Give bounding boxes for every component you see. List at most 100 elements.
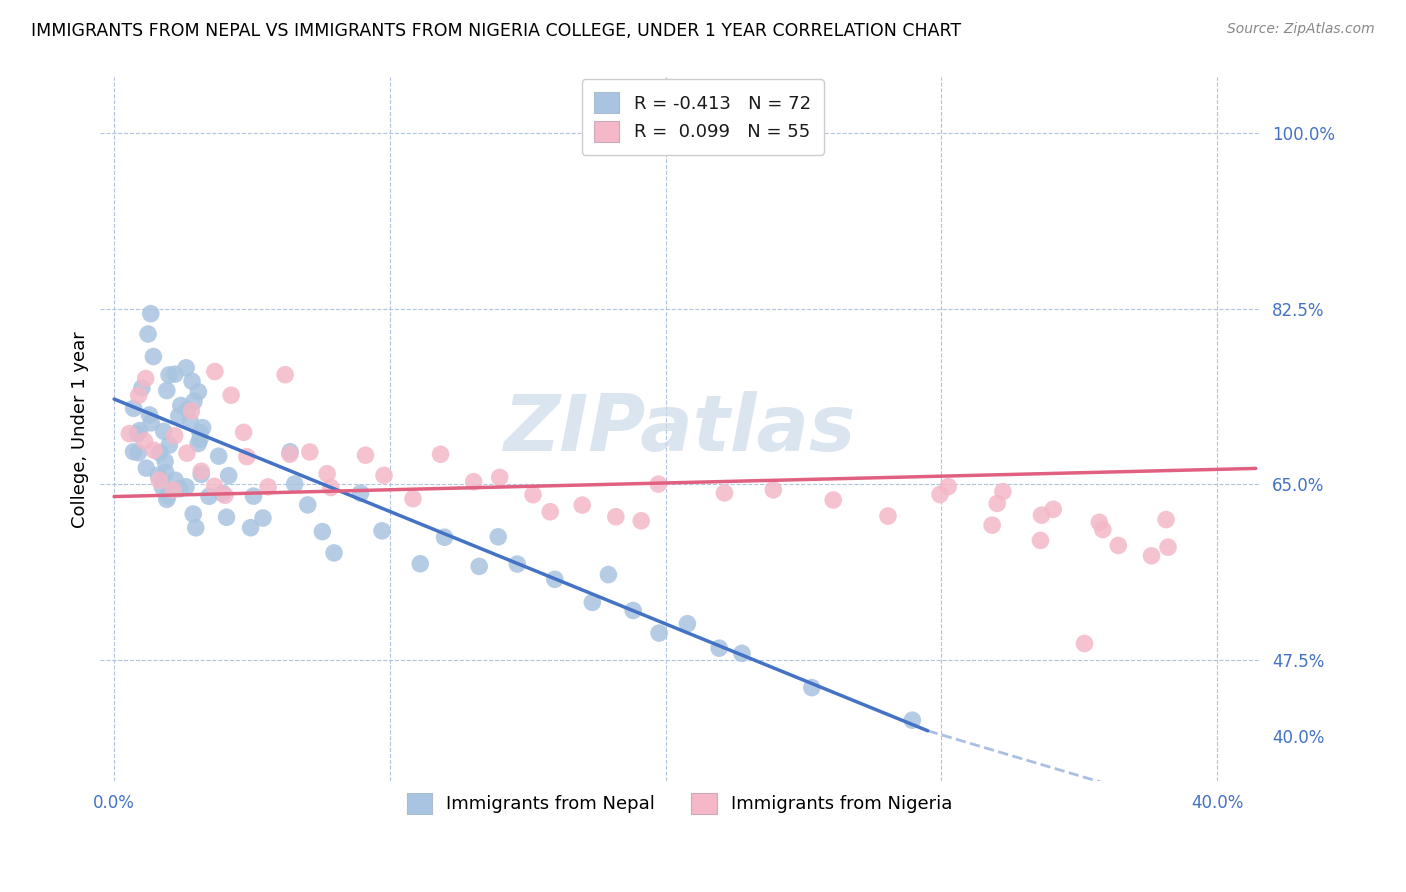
- Point: [190, 464, 212, 478]
- Point: [214, 488, 236, 502]
- Point: [433, 530, 456, 544]
- Point: [800, 681, 823, 695]
- Point: [181, 374, 204, 388]
- Point: [156, 489, 179, 503]
- Point: [1107, 539, 1129, 553]
- Point: [298, 445, 321, 459]
- Point: [621, 603, 644, 617]
- Point: [762, 483, 785, 497]
- Point: [156, 384, 179, 398]
- Point: [136, 326, 159, 341]
- Text: IMMIGRANTS FROM NEPAL VS IMMIGRANTS FROM NIGERIA COLLEGE, UNDER 1 YEAR CORRELATI: IMMIGRANTS FROM NEPAL VS IMMIGRANTS FROM…: [31, 22, 962, 40]
- Point: [211, 486, 233, 500]
- Point: [188, 432, 211, 446]
- Point: [1042, 502, 1064, 516]
- Point: [522, 488, 544, 502]
- Point: [184, 521, 207, 535]
- Point: [1091, 523, 1114, 537]
- Text: Source: ZipAtlas.com: Source: ZipAtlas.com: [1227, 22, 1375, 37]
- Point: [163, 428, 186, 442]
- Point: [371, 524, 394, 538]
- Point: [157, 438, 180, 452]
- Point: [278, 447, 301, 461]
- Point: [349, 486, 371, 500]
- Point: [236, 450, 259, 464]
- Point: [823, 493, 845, 508]
- Point: [157, 368, 180, 382]
- Point: [598, 567, 620, 582]
- Point: [538, 505, 561, 519]
- Point: [152, 425, 174, 439]
- Point: [409, 557, 432, 571]
- Point: [877, 509, 900, 524]
- Point: [402, 491, 425, 506]
- Point: [297, 498, 319, 512]
- Point: [135, 371, 157, 385]
- Point: [141, 416, 163, 430]
- Point: [648, 626, 671, 640]
- Point: [1140, 549, 1163, 563]
- Point: [219, 388, 242, 402]
- Point: [127, 445, 149, 459]
- Point: [468, 559, 491, 574]
- Point: [319, 481, 342, 495]
- Point: [128, 388, 150, 402]
- Point: [506, 557, 529, 571]
- Point: [191, 420, 214, 434]
- Point: [183, 394, 205, 409]
- Point: [929, 487, 952, 501]
- Point: [581, 595, 603, 609]
- Point: [122, 444, 145, 458]
- Point: [180, 404, 202, 418]
- Point: [169, 482, 191, 496]
- Point: [713, 486, 735, 500]
- Point: [118, 426, 141, 441]
- Point: [284, 477, 307, 491]
- Point: [177, 403, 200, 417]
- Point: [1073, 636, 1095, 650]
- Point: [323, 546, 346, 560]
- Point: [135, 461, 157, 475]
- Y-axis label: College, Under 1 year: College, Under 1 year: [72, 331, 89, 527]
- Point: [544, 572, 567, 586]
- Point: [252, 511, 274, 525]
- Point: [187, 436, 209, 450]
- Point: [127, 426, 149, 441]
- Point: [242, 489, 264, 503]
- Point: [204, 479, 226, 493]
- Point: [156, 492, 179, 507]
- Point: [142, 350, 165, 364]
- Point: [190, 467, 212, 482]
- Point: [181, 507, 204, 521]
- Point: [148, 468, 170, 483]
- Point: [991, 484, 1014, 499]
- Point: [162, 483, 184, 497]
- Point: [486, 530, 509, 544]
- Point: [488, 470, 510, 484]
- Point: [257, 480, 280, 494]
- Point: [571, 498, 593, 512]
- Point: [188, 425, 211, 440]
- Point: [278, 444, 301, 458]
- Point: [143, 443, 166, 458]
- Legend: Immigrants from Nepal, Immigrants from Nigeria: Immigrants from Nepal, Immigrants from N…: [395, 782, 963, 825]
- Point: [901, 713, 924, 727]
- Point: [676, 616, 699, 631]
- Point: [605, 509, 627, 524]
- Point: [1157, 540, 1180, 554]
- Point: [981, 518, 1004, 533]
- Point: [134, 434, 156, 448]
- Point: [155, 466, 177, 480]
- Point: [204, 365, 226, 379]
- Point: [187, 384, 209, 399]
- Point: [373, 468, 395, 483]
- Point: [630, 514, 652, 528]
- Point: [148, 473, 170, 487]
- Point: [463, 475, 485, 489]
- Point: [1088, 516, 1111, 530]
- Point: [1029, 533, 1052, 548]
- Point: [170, 399, 193, 413]
- Point: [128, 424, 150, 438]
- Text: ZIPatlas: ZIPatlas: [503, 392, 856, 467]
- Point: [215, 510, 238, 524]
